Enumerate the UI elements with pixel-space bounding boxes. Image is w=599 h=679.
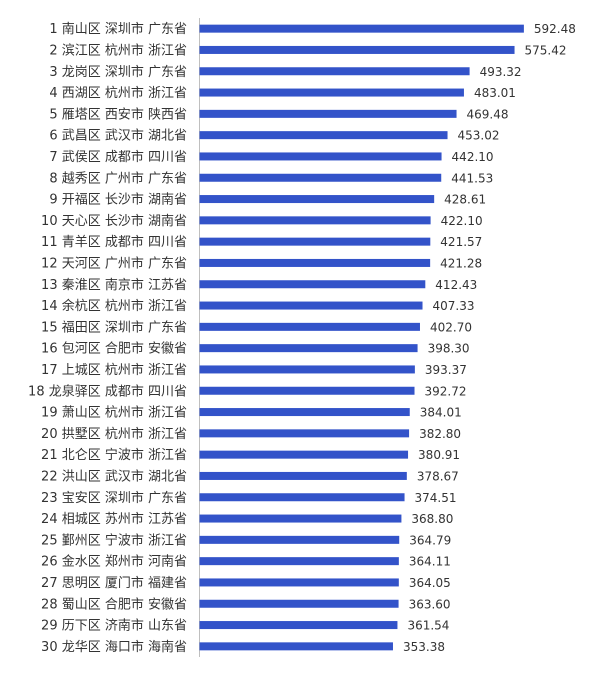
value-label: 412.43	[435, 278, 477, 292]
category-label: 19 萧山区 杭州市 浙江省	[41, 405, 187, 421]
bar	[199, 344, 418, 353]
bar	[199, 386, 415, 395]
category-label: 21 北仑区 宁波市 浙江省	[41, 447, 187, 463]
value-label: 421.28	[440, 256, 482, 270]
category-label: 23 宝安区 深圳市 广东省	[41, 490, 187, 506]
category-label: 14 余杭区 杭州市 浙江省	[41, 298, 187, 314]
value-label: 364.05	[409, 576, 451, 590]
value-label: 442.10	[452, 150, 494, 164]
category-label: 12 天河区 广州市 广东省	[41, 255, 187, 271]
value-label: 392.72	[425, 384, 467, 398]
category-label: 27 思明区 厦门市 福建省	[41, 575, 187, 591]
bar	[199, 450, 409, 459]
value-label: 493.32	[480, 65, 522, 79]
category-label: 26 金水区 郑州市 河南省	[41, 554, 187, 570]
bar	[199, 535, 400, 544]
value-label: 453.02	[458, 129, 500, 143]
category-label: 15 福田区 深圳市 广东省	[41, 319, 187, 335]
category-label: 22 洪山区 武汉市 湖北省	[41, 468, 187, 484]
value-label: 384.01	[420, 406, 462, 420]
bar	[199, 621, 398, 630]
bar	[199, 131, 448, 140]
value-label: 398.30	[428, 342, 470, 356]
bar	[199, 152, 442, 161]
bar	[199, 280, 426, 289]
value-label: 364.11	[409, 555, 451, 569]
value-label: 428.61	[444, 193, 486, 207]
bar	[199, 173, 442, 182]
bar	[199, 471, 407, 480]
value-label: 353.38	[403, 640, 445, 654]
category-label: 13 秦淮区 南京市 江苏省	[41, 277, 187, 293]
bar	[199, 216, 431, 225]
bar	[199, 109, 457, 118]
category-label: 1 南山区 深圳市 广东省	[49, 21, 187, 37]
bar	[199, 258, 431, 267]
category-label: 9 开福区 长沙市 湖南省	[49, 192, 187, 208]
category-label: 8 越秀区 广州市 广东省	[49, 170, 187, 186]
value-label: 364.79	[409, 533, 451, 547]
value-label: 368.80	[411, 512, 453, 526]
value-label: 393.37	[425, 363, 467, 377]
category-label: 18 龙泉驿区 成都市 四川省	[28, 383, 187, 399]
value-label: 575.42	[525, 43, 567, 57]
category-label: 11 青羊区 成都市 四川省	[41, 234, 187, 250]
value-label: 363.60	[409, 597, 451, 611]
bar	[199, 365, 415, 374]
category-label: 16 包河区 合肥市 安徽省	[41, 341, 187, 357]
value-label: 380.91	[418, 448, 460, 462]
bar	[199, 514, 402, 523]
bar	[199, 301, 423, 310]
category-label: 4 西湖区 杭州市 浙江省	[49, 85, 187, 101]
bar	[199, 67, 470, 76]
value-label: 382.80	[419, 427, 461, 441]
category-label: 6 武昌区 武汉市 湖北省	[49, 128, 187, 144]
category-label: 17 上城区 杭州市 浙江省	[41, 362, 187, 378]
category-label: 5 雁塔区 西安市 陕西省	[49, 106, 187, 122]
bar	[199, 237, 431, 246]
category-label: 3 龙岗区 深圳市 广东省	[49, 64, 187, 80]
bar	[199, 322, 420, 331]
bar	[199, 578, 399, 587]
bar	[199, 88, 464, 97]
value-label: 378.67	[417, 469, 459, 483]
value-label: 361.54	[407, 619, 449, 633]
value-label: 421.57	[440, 235, 482, 249]
value-label: 374.51	[415, 491, 457, 505]
bar	[199, 599, 399, 608]
bar	[199, 642, 393, 651]
category-label: 10 天心区 长沙市 湖南省	[41, 213, 187, 229]
value-label: 402.70	[430, 320, 472, 334]
bar	[199, 429, 410, 438]
bar	[199, 408, 410, 417]
value-label: 483.01	[474, 86, 516, 100]
bar	[199, 557, 399, 566]
value-label: 592.48	[534, 22, 576, 36]
bar	[199, 24, 524, 33]
category-label: 24 相城区 苏州市 江苏省	[41, 511, 187, 527]
category-label: 29 历下区 济南市 山东省	[41, 618, 187, 634]
category-label: 2 滨江区 杭州市 浙江省	[49, 42, 187, 58]
category-label: 20 拱墅区 杭州市 浙江省	[41, 426, 187, 442]
category-label: 28 蜀山区 合肥市 安徽省	[41, 596, 187, 612]
value-label: 441.53	[451, 171, 493, 185]
category-label: 25 鄞州区 宁波市 浙江省	[41, 532, 187, 548]
category-label: 30 龙华区 海口市 海南省	[41, 639, 187, 655]
bar	[199, 195, 435, 204]
value-label: 407.33	[433, 299, 475, 313]
value-label: 422.10	[441, 214, 483, 228]
bar	[199, 45, 515, 54]
bar	[199, 493, 405, 502]
category-label: 7 武侯区 成都市 四川省	[49, 149, 187, 165]
value-label: 469.48	[467, 107, 509, 121]
